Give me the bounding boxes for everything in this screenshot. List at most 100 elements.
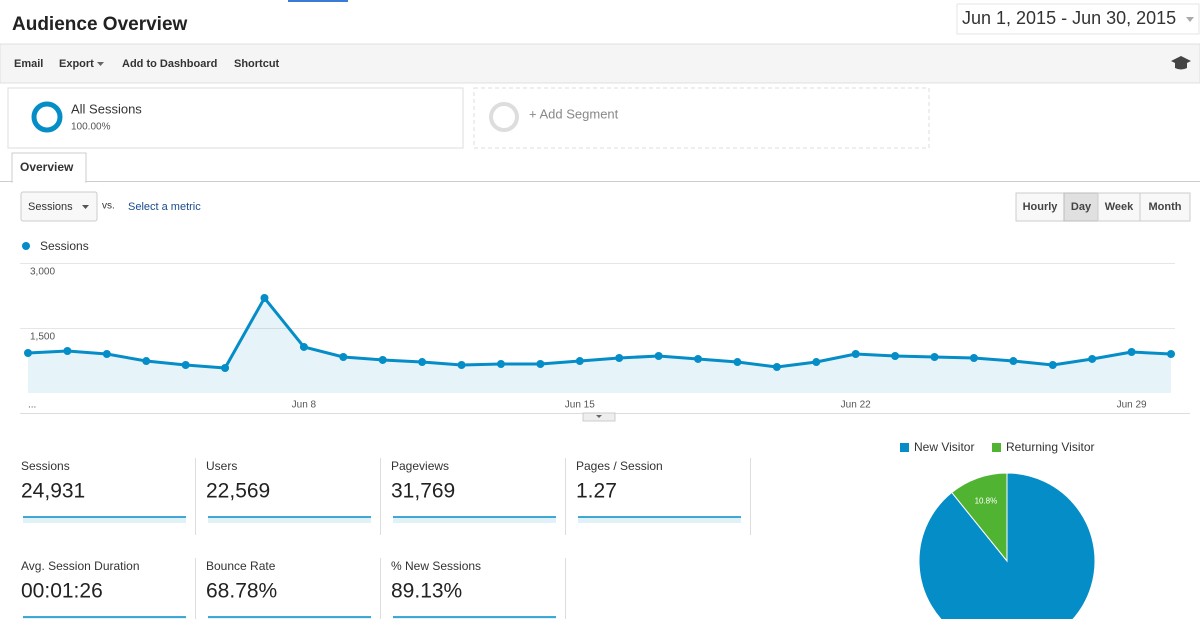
- granularity-button[interactable]: [1139, 192, 1191, 222]
- segment-ring: [31, 101, 63, 133]
- point[interactable]: [1088, 354, 1097, 363]
- scorecard-label: Pageviews: [391, 459, 449, 473]
- scorecard-label: Avg. Session Duration: [21, 559, 140, 573]
- point[interactable]: [299, 342, 308, 351]
- add-segment[interactable]: + Add Segment: [529, 106, 619, 121]
- point[interactable]: [221, 363, 230, 372]
- granularity-button[interactable]: [1097, 192, 1141, 222]
- point[interactable]: [1167, 350, 1175, 358]
- sparkline-area: [23, 617, 186, 619]
- point[interactable]: [1048, 361, 1057, 370]
- pie-slice[interactable]: [951, 472, 1008, 563]
- point[interactable]: [418, 358, 427, 367]
- x-tick-label: Jun 8: [292, 400, 317, 411]
- point[interactable]: [969, 353, 978, 362]
- point[interactable]: [1127, 348, 1136, 357]
- toolbar-shortcut[interactable]: Shortcut: [234, 58, 280, 70]
- legend-label[interactable]: Returning Visitor: [1006, 440, 1095, 454]
- point[interactable]: [575, 357, 584, 366]
- select-metric-link[interactable]: Select a metric: [128, 201, 201, 213]
- y-tick-label: 3,000: [30, 267, 55, 278]
- granularity-label[interactable]: Month: [1149, 201, 1182, 213]
- date-range-box[interactable]: [956, 3, 1200, 35]
- segment-name[interactable]: All Sessions: [71, 101, 142, 116]
- point[interactable]: [536, 360, 545, 369]
- chart-toggle-caret: [596, 415, 602, 418]
- point[interactable]: [654, 351, 663, 360]
- add-segment-card[interactable]: [473, 87, 930, 149]
- sparkline-area: [23, 517, 186, 523]
- metric-name[interactable]: Sessions: [28, 201, 73, 213]
- sparkline-area: [208, 617, 371, 619]
- point[interactable]: [142, 357, 151, 366]
- point[interactable]: [733, 358, 742, 367]
- export-caret: [97, 62, 104, 66]
- point[interactable]: [181, 361, 190, 370]
- granularity-button[interactable]: [1015, 192, 1065, 222]
- legend-label: Sessions: [40, 239, 89, 253]
- toolbar: [0, 43, 1200, 84]
- legend-swatch: [900, 443, 909, 452]
- scorecard-value: 68.78%: [206, 580, 277, 603]
- tab[interactable]: [11, 152, 87, 183]
- tab-label[interactable]: Overview: [20, 160, 74, 174]
- scorecard-value: 00:01:26: [21, 580, 103, 603]
- scorecard-value: 89.13%: [391, 580, 462, 603]
- granularity-button-active[interactable]: [1063, 192, 1099, 222]
- toolbar-dashboard[interactable]: Add to Dashboard: [122, 58, 217, 70]
- segment-share: 100.00%: [71, 122, 111, 133]
- x-tick-label: Jun 15: [565, 400, 595, 411]
- segment-card[interactable]: [7, 87, 464, 149]
- granularity-label[interactable]: Week: [1105, 201, 1134, 213]
- line: [27, 296, 1172, 370]
- scorecard-label: Pages / Session: [576, 459, 663, 473]
- add-segment-ring: [489, 102, 519, 132]
- legend-label[interactable]: New Visitor: [914, 440, 974, 454]
- scorecard-label: Bounce Rate: [206, 559, 276, 573]
- metric-caret: [82, 205, 89, 209]
- point[interactable]: [930, 352, 939, 361]
- point[interactable]: [260, 294, 269, 303]
- top-indicator: [288, 0, 348, 2]
- legend-swatch: [992, 443, 1001, 452]
- scorecard-value: 24,931: [21, 480, 85, 503]
- point[interactable]: [339, 352, 348, 361]
- point[interactable]: [457, 361, 466, 370]
- sparkline-area: [393, 517, 556, 523]
- point[interactable]: [772, 363, 781, 371]
- scorecard-value: 22,569: [206, 480, 270, 503]
- point[interactable]: [63, 347, 72, 356]
- date-caret: [1186, 17, 1194, 22]
- x-tick-label: ...: [28, 400, 36, 411]
- point[interactable]: [615, 353, 624, 362]
- point[interactable]: [694, 354, 703, 363]
- education-icon[interactable]: [1171, 56, 1191, 70]
- point[interactable]: [102, 350, 111, 358]
- area: [28, 298, 1171, 393]
- scorecard-label: Users: [206, 459, 237, 473]
- granularity-label[interactable]: Hourly: [1023, 201, 1059, 213]
- point[interactable]: [24, 349, 32, 358]
- point[interactable]: [1009, 357, 1018, 366]
- scorecard-value: 31,769: [391, 480, 455, 503]
- metric-dropdown[interactable]: [20, 191, 98, 222]
- toolbar-email[interactable]: Email: [14, 58, 43, 70]
- x-tick-label: Jun 29: [1117, 400, 1147, 411]
- point[interactable]: [851, 350, 860, 358]
- date-range[interactable]: Jun 1, 2015 - Jun 30, 2015: [962, 8, 1176, 28]
- scorecard-label: Sessions: [21, 459, 70, 473]
- point[interactable]: [378, 355, 387, 364]
- scorecard-value: 1.27: [576, 480, 617, 503]
- sparkline-area: [393, 617, 556, 619]
- granularity-label[interactable]: Day: [1071, 201, 1092, 213]
- scorecard-dividers: [195, 458, 751, 619]
- x-tick-label: Jun 22: [841, 400, 871, 411]
- point[interactable]: [496, 360, 505, 369]
- point[interactable]: [891, 351, 900, 360]
- pie-label: 10.8%: [975, 496, 998, 505]
- point[interactable]: [812, 358, 821, 367]
- sparkline-area: [578, 517, 741, 523]
- toolbar-export[interactable]: Export: [59, 58, 94, 70]
